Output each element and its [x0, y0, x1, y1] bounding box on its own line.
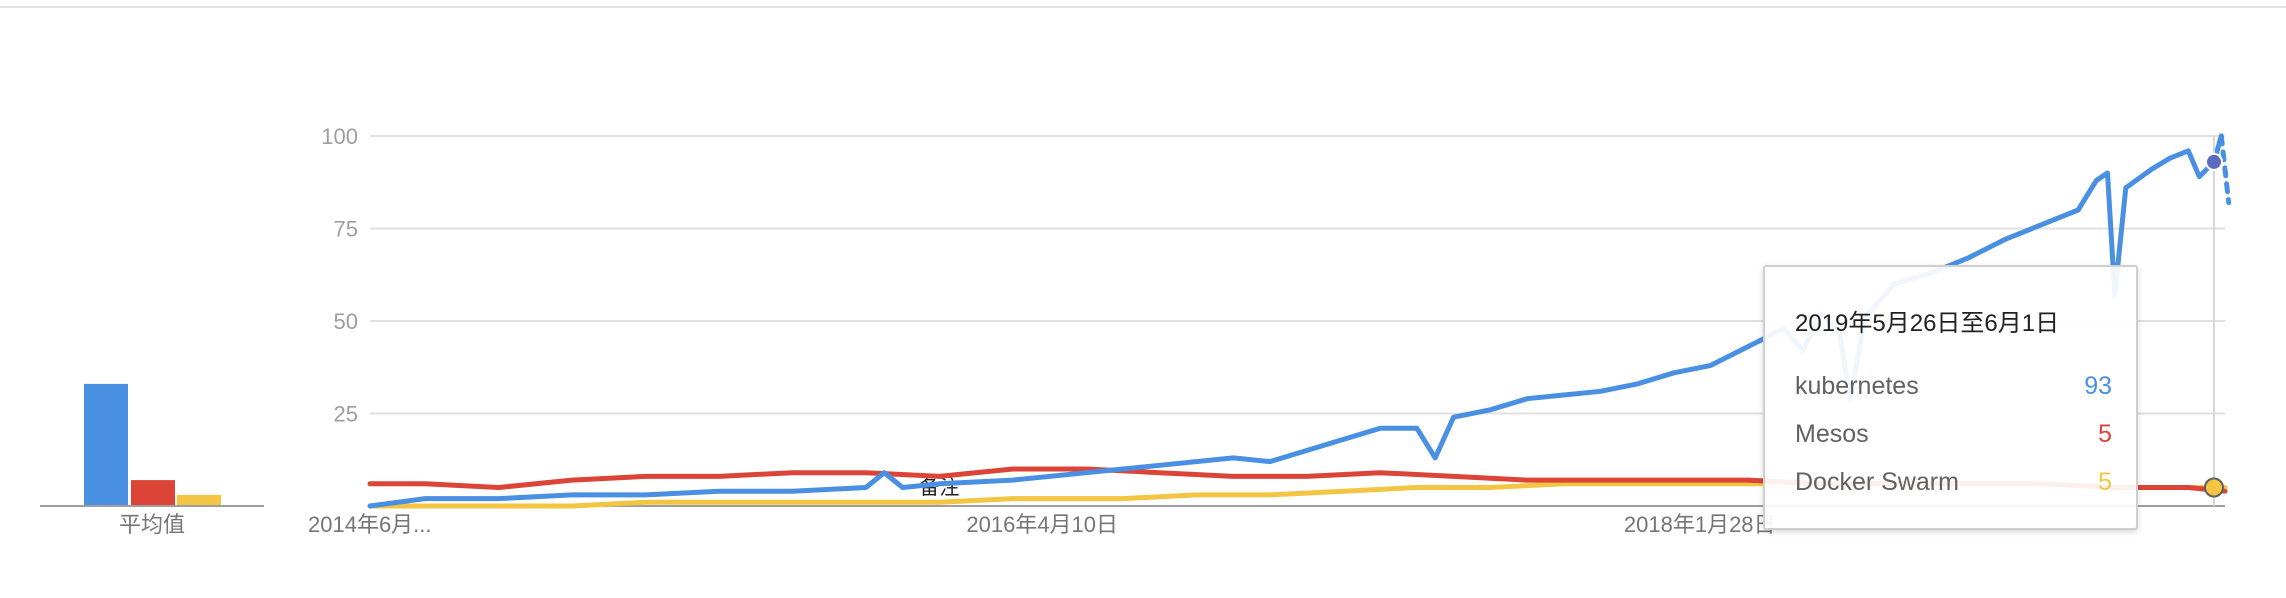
tooltip-series-value: 5: [2098, 420, 2112, 448]
tooltip-series-name: Docker Swarm: [1795, 468, 1959, 496]
average-bar-kubernetes: [84, 383, 128, 506]
y-axis-ticks: 25 50 75 100: [321, 124, 358, 427]
tooltip-series-value: 93: [2084, 372, 2112, 400]
hover-tooltip: 2019年5月26日至6月1日 kubernetes 93 Mesos 5 Do…: [1763, 265, 2138, 530]
y-tick-label: 25: [334, 402, 358, 427]
y-tick-label: 50: [334, 309, 358, 334]
x-tick-label: 2014年6月...: [308, 512, 432, 537]
x-tick-label: 2016年4月10日: [966, 512, 1118, 537]
hover-indicator: [2203, 136, 2224, 506]
tooltip-row-mesos: Mesos 5: [1795, 420, 2112, 450]
tooltip-date: 2019年5月26日至6月1日: [1795, 310, 2060, 337]
tooltip-series-name: Mesos: [1795, 420, 1869, 448]
x-tick-label: 2018年1月28日: [1624, 512, 1776, 537]
tooltip-row-kubernetes: kubernetes 93: [1795, 372, 2112, 402]
top-divider: [0, 6, 2286, 8]
average-label: 平均值: [119, 512, 185, 537]
average-bar-docker-swarm: [177, 494, 221, 506]
series-partial-kubernetes: [2218, 133, 2232, 206]
tooltip-series-name: kubernetes: [1795, 372, 1919, 400]
hover-point-kubernetes: [2204, 152, 2223, 171]
y-tick-label: 75: [334, 217, 358, 242]
tooltip-series-value: 5: [2098, 468, 2112, 496]
average-bar-mesos: [131, 480, 175, 506]
series-line-kubernetes[interactable]: [367, 133, 2224, 509]
hover-point-docker-swarm: [2203, 477, 2224, 498]
y-tick-label: 100: [321, 124, 358, 149]
tooltip-row-docker-swarm: Docker Swarm 5: [1795, 468, 2112, 498]
average-bar-chart: 平均值: [40, 383, 264, 537]
